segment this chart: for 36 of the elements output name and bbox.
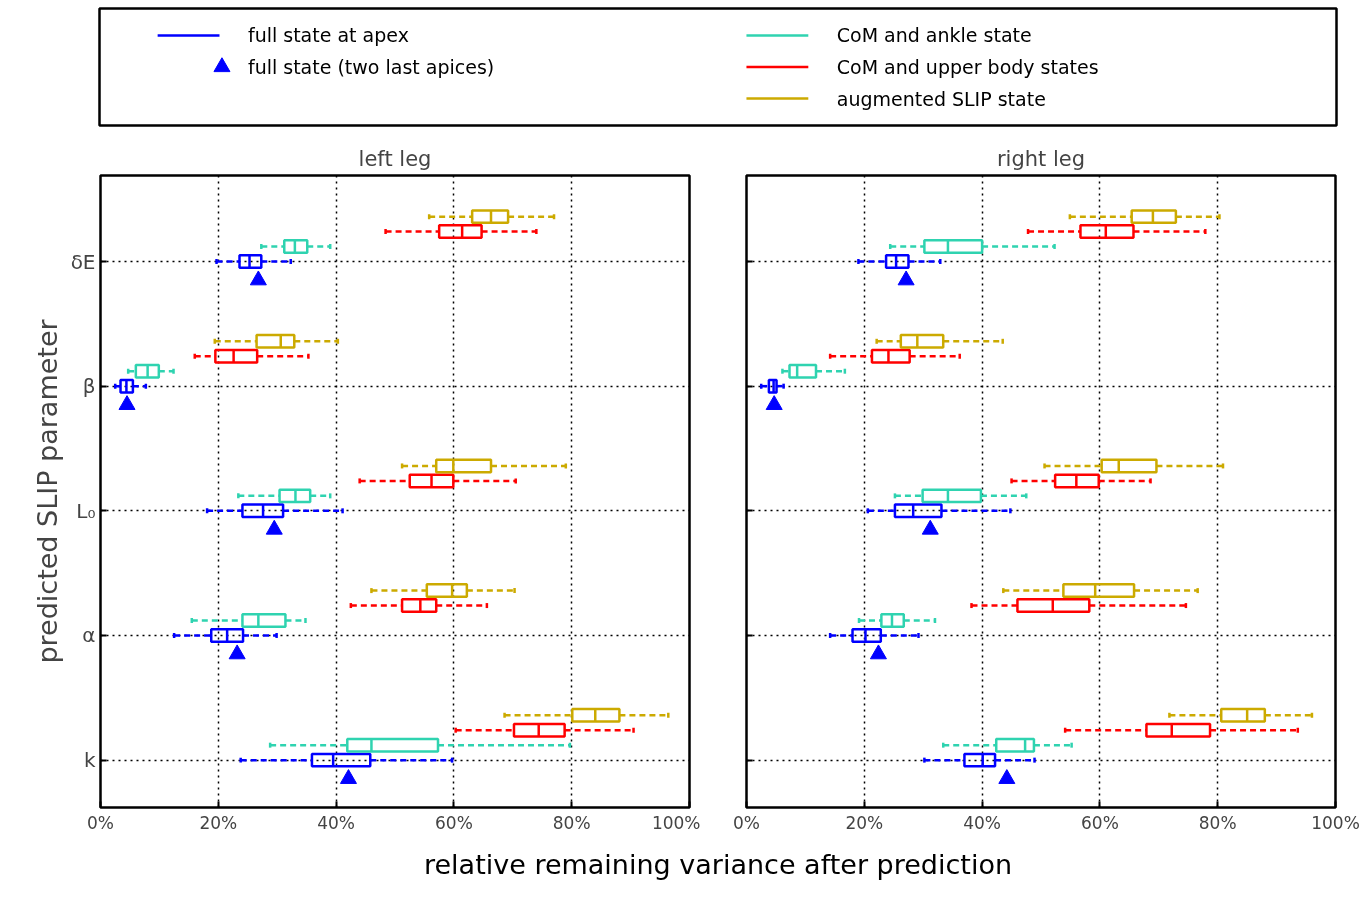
x-tick-label: 100%	[1311, 812, 1360, 833]
y-tick-label: α	[82, 623, 96, 648]
x-tick-label: 40%	[317, 812, 355, 833]
x-tick-label: 100%	[651, 812, 701, 833]
y-tick-label: k	[83, 748, 96, 773]
y-tick-label: δE	[70, 249, 96, 274]
legend-label: full state (two last apices)	[247, 56, 495, 78]
point	[897, 270, 915, 286]
legend-label: CoM and ankle state	[836, 24, 1032, 47]
x-tick-label: 80%	[1198, 812, 1237, 833]
x-tick-label: 0%	[87, 812, 114, 833]
point	[765, 395, 783, 410]
chart-title: left leg	[358, 146, 432, 171]
x-axis-title: relative remaining variance after prediction	[423, 849, 1013, 880]
y-tick-label: β	[82, 374, 96, 399]
x-tick-label: 20%	[199, 812, 238, 833]
y-tick-label: L₀	[76, 498, 96, 523]
chart-title: right leg	[996, 146, 1086, 171]
y-axis-title: predicted SLIP parameter	[31, 318, 63, 664]
point	[265, 519, 283, 535]
x-tick-label: 80%	[552, 812, 591, 833]
legend-label: CoM and upper body states	[836, 56, 1099, 78]
point	[249, 270, 267, 286]
point	[339, 769, 357, 784]
x-tick-label: 20%	[845, 812, 884, 833]
point	[998, 769, 1016, 784]
x-tick-label: 60%	[1081, 812, 1119, 833]
point	[118, 395, 136, 410]
point	[869, 644, 887, 660]
x-tick-label: 40%	[963, 812, 1001, 833]
legend-label: augmented SLIP state	[836, 87, 1046, 110]
point	[228, 644, 246, 660]
x-tick-label: 60%	[435, 812, 473, 833]
x-tick-label: 0%	[733, 812, 760, 833]
point	[921, 519, 939, 535]
legend-label: full state at apex	[247, 24, 409, 47]
